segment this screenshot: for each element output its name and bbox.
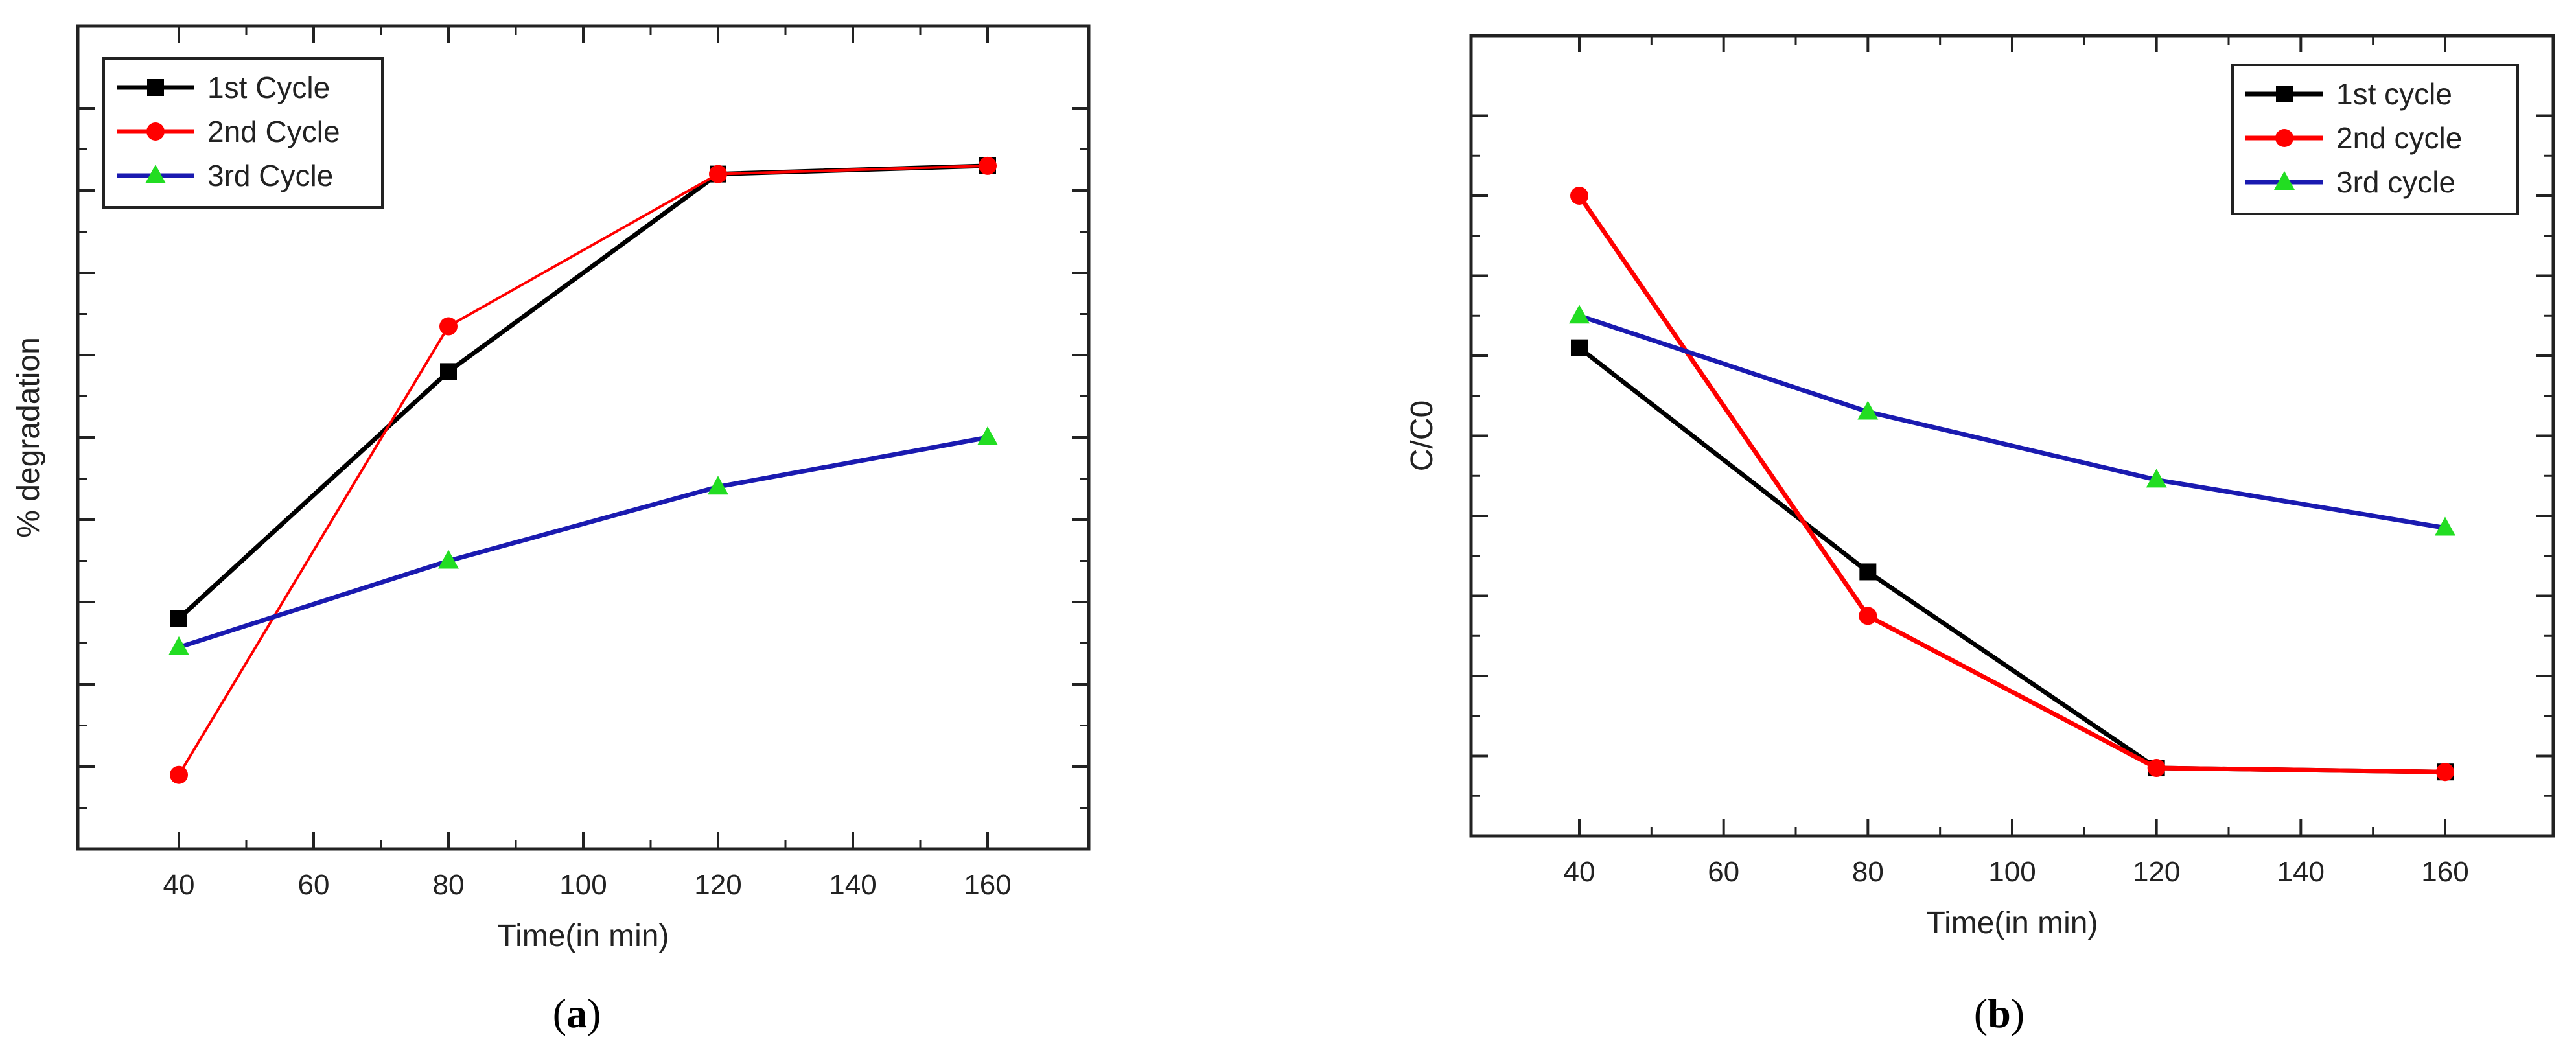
data-point <box>709 165 727 183</box>
legend-label: 1st cycle <box>2336 77 2452 111</box>
legend-label: 1st Cycle <box>207 71 330 104</box>
legend-label: 2nd Cycle <box>207 115 340 148</box>
series-2 <box>1570 187 2454 782</box>
series-2 <box>170 156 997 784</box>
x-tick-label: 80 <box>1852 856 1884 888</box>
legend-swatch-marker <box>145 165 166 183</box>
series-1 <box>170 157 996 627</box>
chart-panel-b: 40 60 80 100 120 140 160 Time(in min) C/C0 1st cy… <box>1405 34 2555 940</box>
x-tick-label: 140 <box>2277 856 2325 888</box>
data-point <box>979 156 997 175</box>
x-tick-label: 80 <box>433 869 465 901</box>
x-axis-label: Time(in min) <box>498 919 669 953</box>
data-point <box>170 610 187 627</box>
x-tick-label: 160 <box>2421 856 2468 888</box>
data-point <box>1569 305 1590 324</box>
legend-swatch-marker <box>2275 129 2293 147</box>
series-1 <box>1571 339 2454 781</box>
series-3 <box>168 426 998 655</box>
caption-a: (a) <box>553 990 601 1036</box>
data-point <box>2146 469 2167 488</box>
data-point <box>977 426 998 445</box>
series-line <box>177 163 988 620</box>
data-point <box>440 363 457 380</box>
series-3 <box>1569 305 2455 536</box>
chart-panel-a: 40 60 80 100 120 140 160 Time(in min) % degradat… <box>12 24 1091 953</box>
series-line <box>1577 194 2446 774</box>
data-point <box>1859 563 1877 581</box>
x-axis-label: Time(in min) <box>1927 906 2098 940</box>
data-point <box>1570 187 1588 205</box>
data-point <box>1857 400 1879 420</box>
series-line <box>1577 345 2446 774</box>
data-point <box>439 317 458 336</box>
caption-b: (b) <box>1974 990 2025 1036</box>
series-line <box>178 164 988 776</box>
data-point <box>1859 607 1877 625</box>
data-point <box>2435 516 2455 536</box>
x-tick-label: 100 <box>1988 856 2036 888</box>
data-point <box>2147 759 2166 778</box>
x-tick-label: 140 <box>829 869 876 901</box>
data-point <box>170 765 188 784</box>
data-point <box>438 550 459 569</box>
x-tick-label: 120 <box>694 869 741 901</box>
series-line <box>1578 313 2446 530</box>
legend-swatch-marker <box>146 122 165 141</box>
legend: 1st cycle 2nd cycle 3rd cycle <box>2231 64 2519 215</box>
x-tick-label: 40 <box>163 869 195 901</box>
x-tick-label: 40 <box>1564 856 1595 888</box>
legend: 1st Cycle 2nd Cycle 3rd Cycle <box>102 57 384 209</box>
series-line <box>178 435 988 650</box>
legend-label: 3rd cycle <box>2336 165 2455 199</box>
y-axis-label: C/C0 <box>1405 400 1439 471</box>
data-point <box>2436 763 2454 782</box>
legend-swatch-marker <box>147 79 164 96</box>
x-tick-label: 100 <box>559 869 607 901</box>
x-tick-label: 60 <box>298 869 330 901</box>
x-tick-label: 60 <box>1708 856 1739 888</box>
x-tick-label: 120 <box>2133 856 2180 888</box>
legend-swatch-marker <box>2276 86 2293 102</box>
legend-label: 2nd cycle <box>2336 121 2462 155</box>
legend-label: 3rd Cycle <box>207 159 333 192</box>
y-axis-label: % degradation <box>12 337 46 538</box>
x-tick-label: 160 <box>964 869 1011 901</box>
data-point <box>1571 339 1588 356</box>
data-point <box>708 476 728 495</box>
legend-swatch-marker <box>2274 171 2295 190</box>
data-point <box>168 636 189 655</box>
